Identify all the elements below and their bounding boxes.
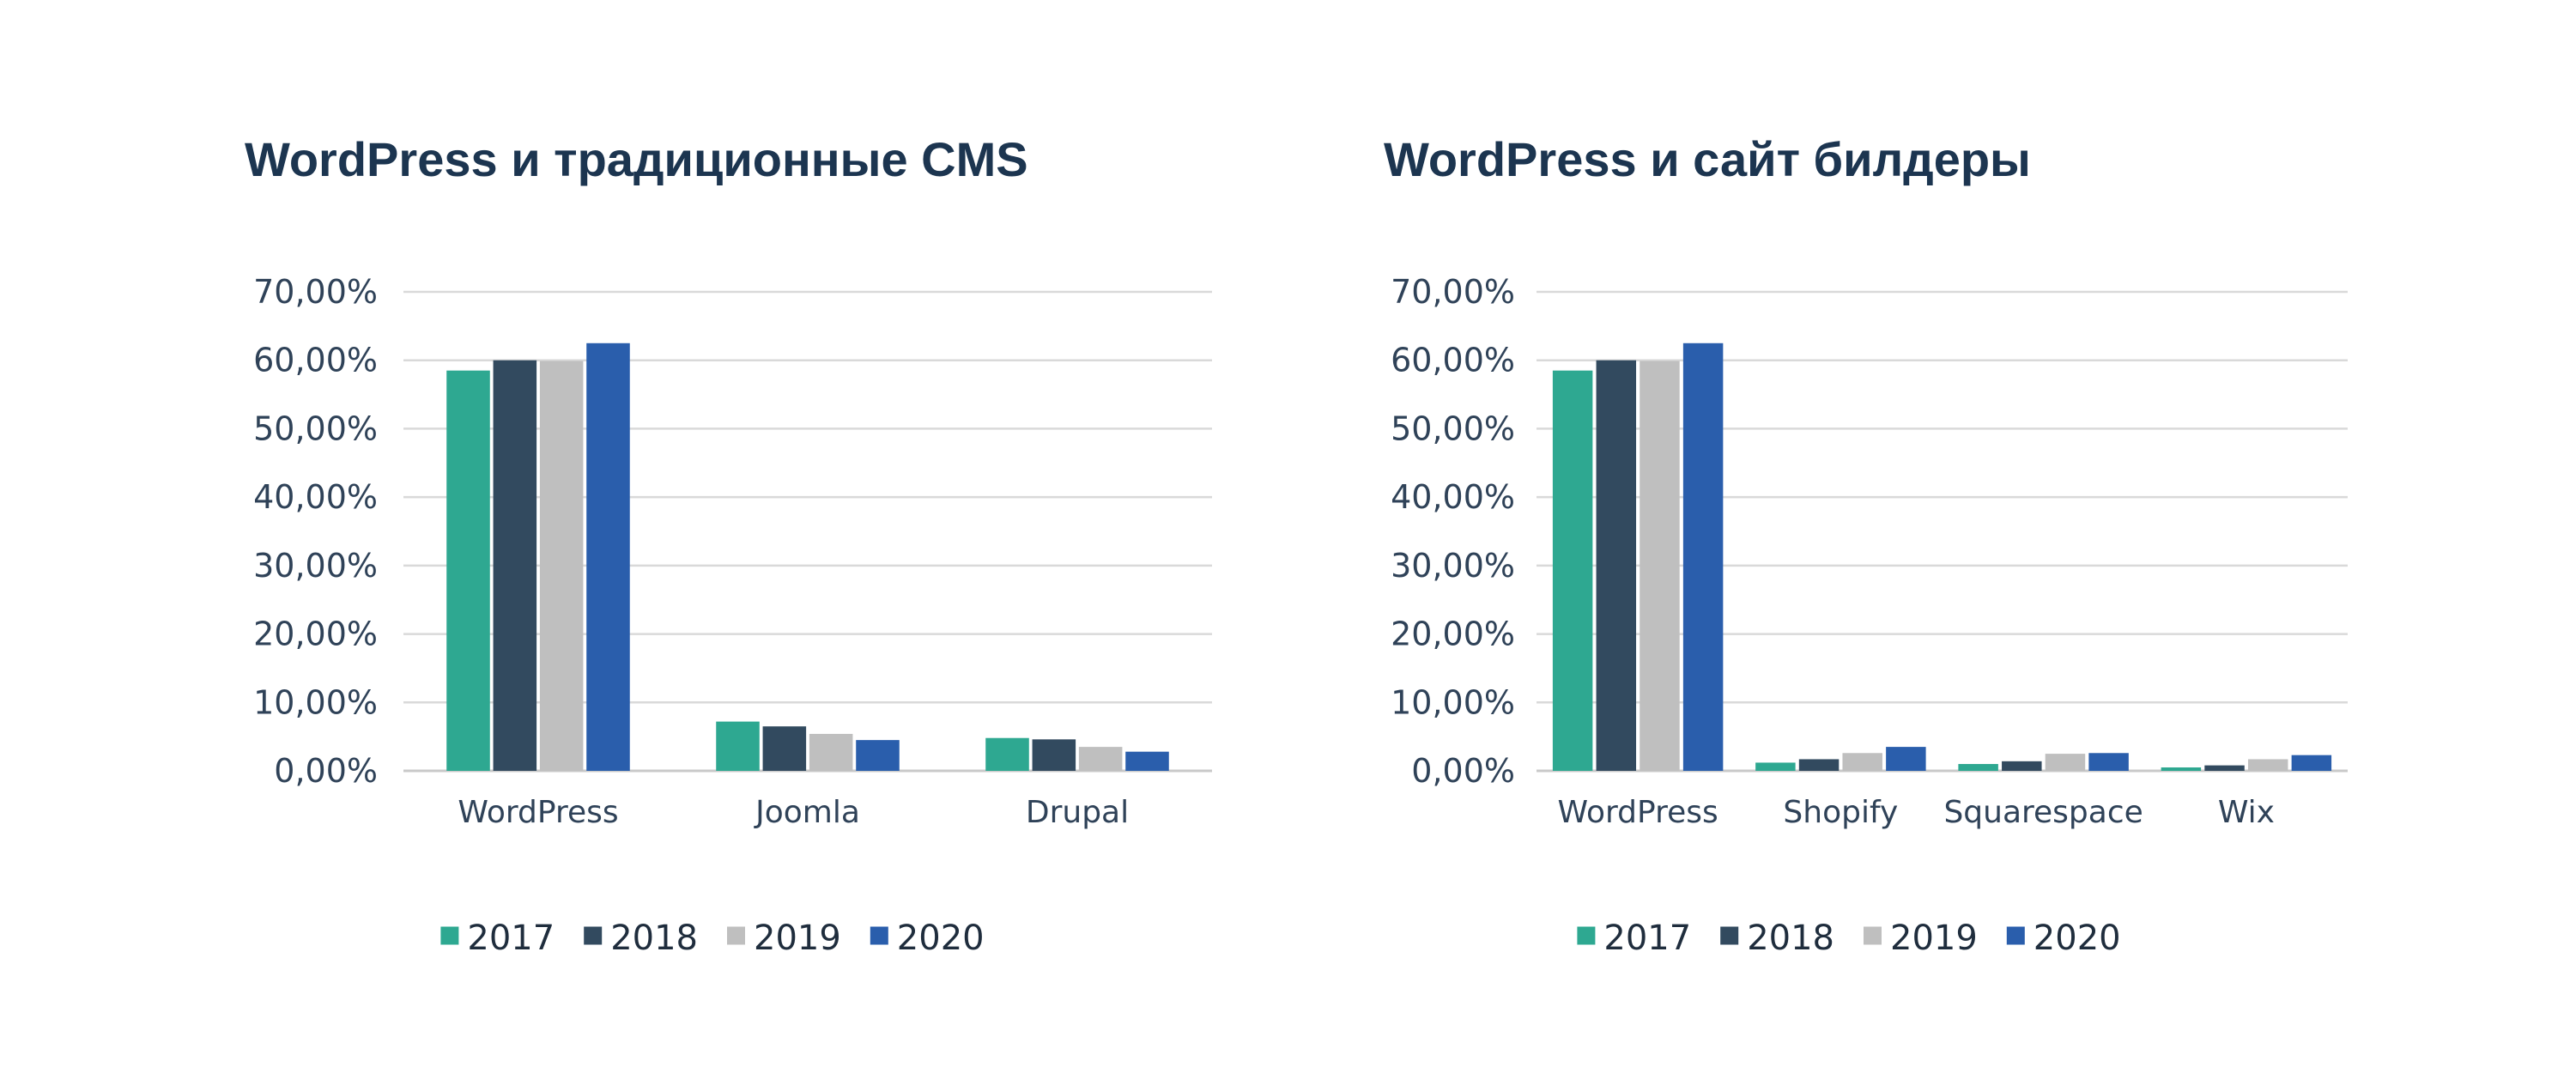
y-tick-label: 10,00% bbox=[253, 683, 378, 721]
bar bbox=[856, 740, 900, 771]
bar bbox=[1682, 343, 1724, 771]
bar bbox=[1842, 753, 1882, 771]
legend-swatch bbox=[2006, 926, 2025, 945]
y-tick-label: 60,00% bbox=[1391, 342, 1515, 379]
y-tick-label: 60,00% bbox=[253, 342, 378, 379]
bar bbox=[2161, 767, 2202, 771]
bar bbox=[1755, 762, 1796, 771]
bar-chart-traditional-cms: WordPress и традиционные CMS 0,00% 10,00% 2… bbox=[245, 132, 1212, 958]
legend-label: 2019 bbox=[754, 918, 841, 958]
bar bbox=[1032, 739, 1076, 771]
legend-label: 2020 bbox=[897, 918, 985, 958]
bar bbox=[539, 361, 584, 771]
y-tick-label: 70,00% bbox=[1391, 273, 1515, 311]
y-tick-label: 20,00% bbox=[1391, 615, 1515, 653]
bar bbox=[2045, 754, 2086, 771]
chart-panel-traditional-cms: WordPress и традиционные CMS 0,00% 10,00% 2… bbox=[245, 132, 1212, 958]
y-tick-label: 40,00% bbox=[253, 478, 378, 516]
bar bbox=[985, 737, 1029, 771]
legend-label: 2019 bbox=[1890, 918, 1978, 958]
bar bbox=[1596, 360, 1637, 771]
x-tick-label: Wix bbox=[2218, 795, 2275, 830]
x-tick-label: Drupal bbox=[1026, 795, 1129, 830]
y-tick-label: 40,00% bbox=[1391, 478, 1515, 516]
bar bbox=[493, 360, 537, 771]
bar-chart-site-builders: WordPress и сайт билдеры 0,00% 10,00% 20,00… bbox=[1384, 132, 2348, 958]
bar bbox=[1125, 751, 1169, 771]
bar bbox=[1798, 759, 1840, 771]
bar bbox=[2088, 753, 2129, 771]
bar bbox=[2002, 761, 2042, 771]
legend-label: 2017 bbox=[1603, 918, 1691, 958]
bar bbox=[1958, 764, 1998, 771]
legend-swatch bbox=[1577, 926, 1596, 945]
chart-panel-site-builders: WordPress и сайт билдеры 0,00% 10,00% 20,00… bbox=[1288, 0, 2575, 1067]
x-tick-label: Shopify bbox=[1783, 795, 1898, 830]
y-tick-label: 70,00% bbox=[253, 273, 378, 311]
x-tick-label: Squarespace bbox=[1943, 795, 2143, 830]
x-tick-label: WordPress bbox=[1557, 795, 1718, 830]
y-tick-label: 50,00% bbox=[253, 409, 378, 447]
bar bbox=[716, 721, 760, 771]
legend-label: 2020 bbox=[2034, 918, 2121, 958]
y-tick-label: 0,00% bbox=[1411, 752, 1515, 790]
bar bbox=[446, 370, 490, 771]
chart-title: WordPress и традиционные CMS bbox=[245, 132, 1028, 186]
legend-swatch bbox=[1720, 926, 1739, 945]
legend-label: 2017 bbox=[467, 918, 555, 958]
bar bbox=[2204, 765, 2245, 771]
bar bbox=[1552, 370, 1593, 771]
bar bbox=[1886, 747, 1926, 771]
y-tick-label: 10,00% bbox=[1391, 683, 1515, 721]
bar bbox=[1640, 361, 1680, 771]
y-tick-label: 20,00% bbox=[253, 615, 378, 653]
bar bbox=[586, 343, 630, 771]
bar bbox=[762, 726, 807, 771]
legend-swatch bbox=[870, 926, 888, 945]
bar bbox=[2291, 755, 2332, 771]
y-tick-label: 30,00% bbox=[1391, 547, 1515, 585]
y-tick-label: 0,00% bbox=[274, 752, 378, 790]
y-tick-label: 50,00% bbox=[1391, 409, 1515, 447]
legend-swatch bbox=[727, 926, 745, 945]
bar bbox=[809, 733, 853, 771]
x-tick-label: Joomla bbox=[754, 795, 860, 830]
x-tick-label: WordPress bbox=[458, 795, 618, 830]
bar bbox=[1078, 747, 1123, 771]
legend-label: 2018 bbox=[610, 918, 698, 958]
y-tick-label: 30,00% bbox=[253, 547, 378, 585]
legend-label: 2018 bbox=[1747, 918, 1834, 958]
bar bbox=[2247, 759, 2288, 771]
legend-swatch bbox=[1864, 926, 1882, 945]
chart-title: WordPress и сайт билдеры bbox=[1384, 132, 2031, 186]
legend-swatch bbox=[440, 926, 459, 945]
legend-swatch bbox=[584, 926, 603, 945]
